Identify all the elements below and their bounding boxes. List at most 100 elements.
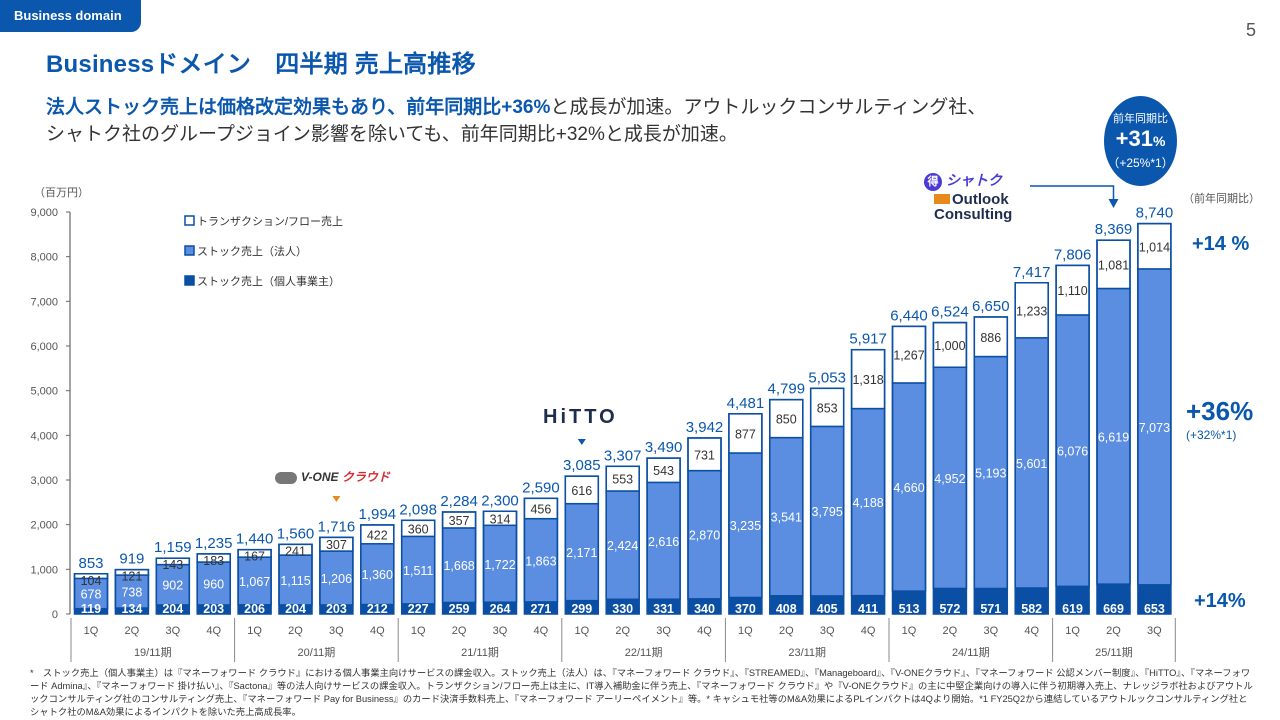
bar-outline [973, 316, 1009, 615]
y-tick-label: 5,000 [30, 386, 58, 398]
bar-outline [1014, 282, 1049, 615]
bar-outline [646, 457, 681, 615]
label-stock-corp: 1,115 [280, 574, 310, 588]
bar-stock-individual [1056, 586, 1090, 614]
group-label: 24/11期 [952, 646, 990, 659]
cloud-check-icon [275, 471, 297, 484]
bar-outline [564, 475, 600, 615]
label-total: 6,524 [931, 304, 969, 321]
label-stock-corp: 1,511 [403, 564, 433, 578]
label-total: 5,917 [849, 331, 887, 348]
page-title: Businessドメイン 四半期 売上高推移 [46, 51, 476, 78]
bar-outline [850, 348, 886, 615]
x-tick-label: 4Q [1024, 625, 1039, 637]
label-stock-individual: 204 [162, 602, 183, 616]
group-label: 21/11期 [461, 646, 499, 659]
bar-outline [809, 387, 845, 615]
y-tick-label: 0 [52, 609, 58, 621]
bar-outline [278, 543, 313, 615]
bar-stock-individual [1015, 588, 1049, 614]
label-stock-individual: 411 [858, 602, 878, 616]
x-tick-label: 1Q [247, 625, 262, 637]
bar-stock-corp [319, 550, 354, 606]
label-stock-individual: 212 [367, 602, 388, 616]
group-label: 22/11期 [625, 646, 663, 659]
bar-transaction [114, 568, 150, 576]
x-tick-label: 4Q [697, 625, 712, 637]
hitto-logo: HiTTO [543, 406, 618, 428]
group-label: 25/11期 [1095, 646, 1133, 659]
bar-stock-individual [1097, 584, 1130, 614]
badge-value: +31% [1115, 126, 1166, 151]
label-transaction: 731 [694, 448, 715, 462]
label-stock-corp: 6,076 [1057, 445, 1088, 459]
label-transaction: 104 [81, 574, 102, 588]
label-transaction: 307 [326, 538, 347, 552]
label-transaction: 1,267 [893, 349, 924, 363]
x-tick-label: 4Q [861, 625, 876, 637]
bar-stock-corp [564, 502, 600, 602]
label-stock-individual: 134 [121, 602, 142, 616]
bar-transaction [441, 511, 477, 529]
bar-transaction [155, 557, 191, 566]
label-transaction: 422 [367, 528, 388, 542]
label-stock-individual: 340 [694, 602, 715, 616]
y-axis-unit: （百万円） [34, 187, 89, 199]
label-transaction: 1,000 [934, 339, 965, 353]
bar-transaction [850, 348, 886, 410]
label-stock-corp: 1,206 [321, 572, 352, 586]
label-total: 1,716 [318, 518, 356, 535]
label-total: 4,799 [768, 381, 806, 398]
bar-stock-corp [482, 524, 518, 603]
bar-transaction [523, 497, 559, 520]
x-tick-label: 1Q [574, 625, 589, 637]
y-tick-label: 7,000 [30, 296, 58, 308]
yoy-transaction: +14 % [1192, 233, 1250, 255]
bar-stock-corp [728, 452, 763, 599]
label-stock-corp: 4,188 [852, 496, 883, 510]
label-total: 4,481 [727, 395, 765, 412]
label-transaction: 543 [653, 464, 674, 478]
label-stock-individual: 370 [735, 602, 756, 616]
label-transaction: 360 [408, 522, 429, 536]
bar-stock-corp [605, 490, 640, 601]
bar-stock-corp [932, 366, 968, 590]
x-tick-label: 1Q [738, 625, 753, 637]
bar-stock-corp [523, 517, 559, 603]
x-tick-label: 4Q [370, 625, 385, 637]
bar-stock-corp [73, 577, 109, 610]
outlook-square-icon [934, 194, 950, 204]
bar-stock-corp [850, 407, 886, 597]
x-tick-label: 4Q [534, 625, 549, 637]
bar-outline [400, 519, 436, 615]
label-stock-corp: 3,541 [771, 511, 802, 525]
bar-stock-individual [647, 599, 681, 614]
bar-stock-individual [974, 588, 1008, 614]
label-stock-corp: 4,952 [934, 472, 965, 486]
bar-transaction [1096, 239, 1131, 290]
bar-outline [728, 413, 763, 615]
x-tick-label: 3Q [1147, 625, 1162, 637]
label-transaction: 886 [980, 331, 1001, 345]
label-total: 6,650 [972, 298, 1010, 315]
x-tick-label: 1Q [902, 625, 917, 637]
bar-outline [441, 511, 477, 615]
x-tick-label: 2Q [125, 625, 140, 637]
label-stock-corp: 902 [162, 579, 183, 593]
bar-outline [196, 553, 231, 615]
label-total: 2,284 [440, 493, 478, 510]
label-stock-individual: 331 [653, 602, 674, 616]
label-stock-corp: 5,601 [1016, 457, 1047, 471]
label-transaction: 143 [162, 558, 183, 572]
bar-stock-corp [973, 355, 1009, 590]
group-label: 20/11期 [298, 646, 336, 659]
label-stock-corp: 4,660 [893, 481, 924, 495]
label-stock-individual: 572 [939, 602, 960, 616]
bar-transaction [932, 321, 968, 369]
yoy-stock-corp: +36% [1186, 396, 1254, 426]
label-transaction: 553 [612, 473, 633, 487]
bar-stock-corp [155, 563, 191, 606]
page-number: 5 [1245, 20, 1256, 40]
y-tick-label: 8,000 [30, 252, 58, 264]
lead-text: 法人ストック売上は価格改定効果もあり、前年同期比+36%と成長が加速。アウトルッ… [46, 94, 986, 148]
